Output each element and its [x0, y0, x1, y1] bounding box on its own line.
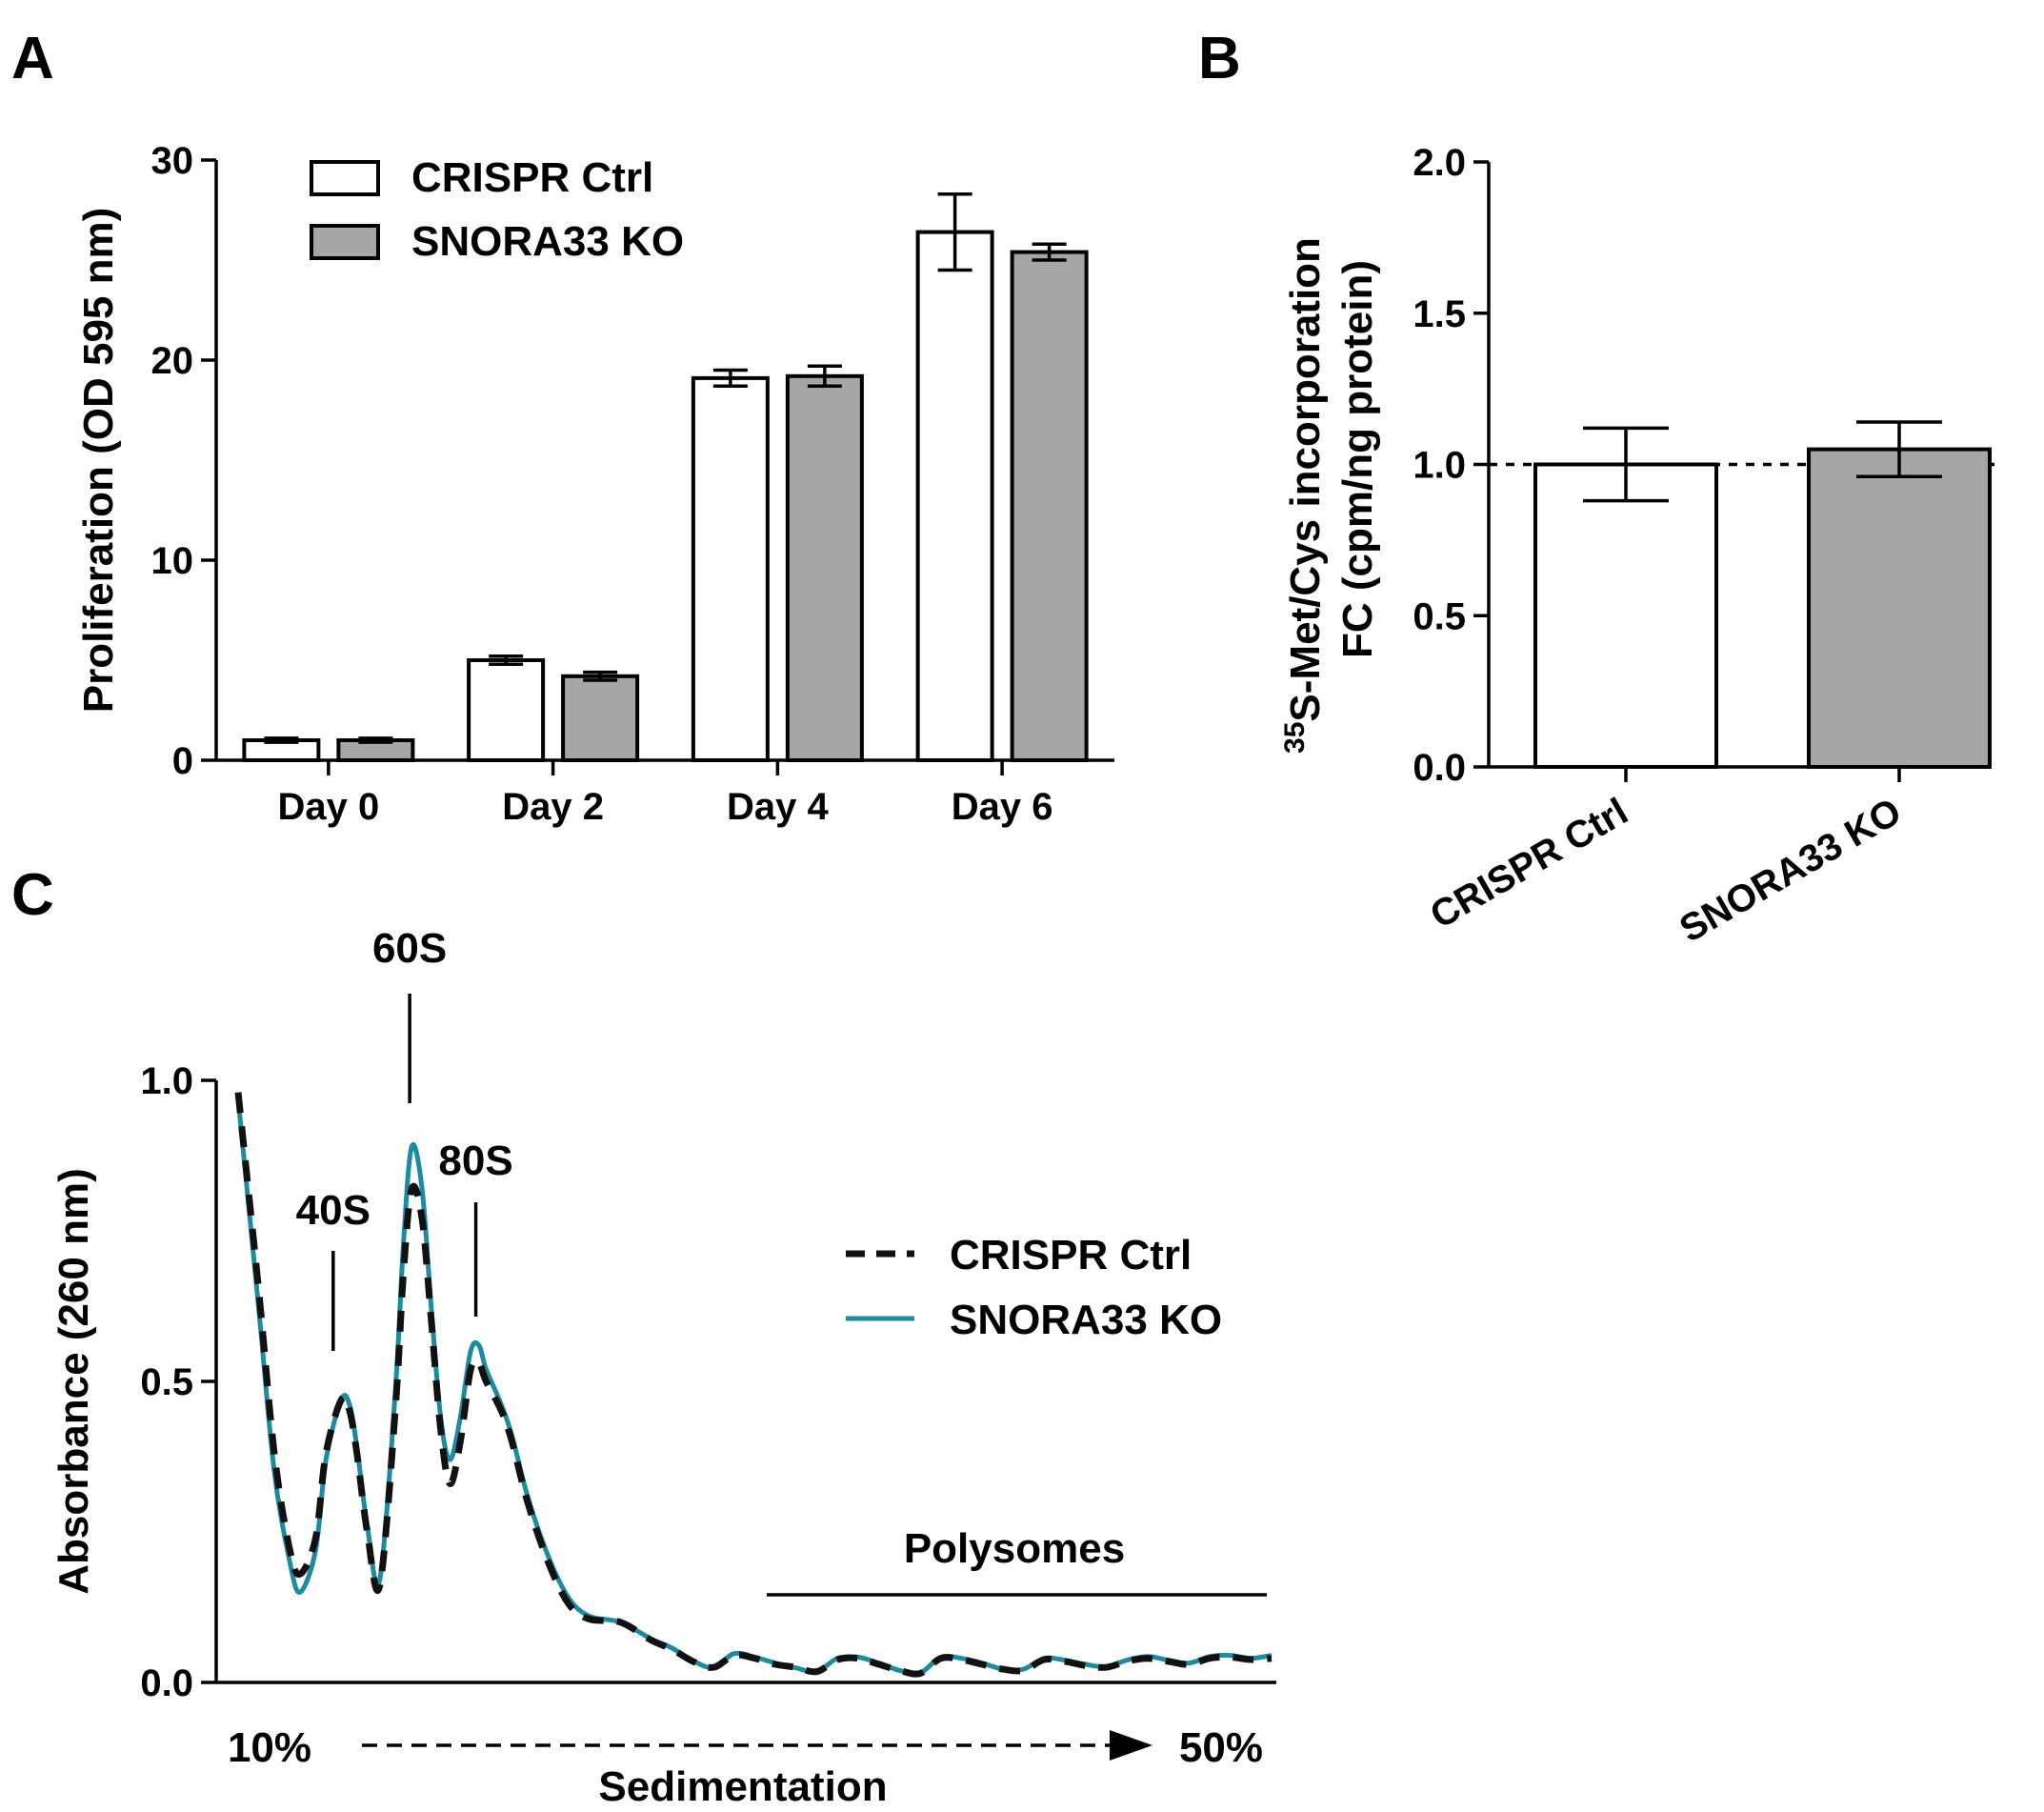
y-tick-label-a: 0 [172, 740, 193, 782]
panel-letter-a: A [11, 26, 54, 91]
panel-letter-c: C [11, 862, 54, 928]
peak-label-c: 60S [372, 925, 447, 972]
bar-a [915, 230, 994, 763]
legend-label-c: CRISPR Ctrl [950, 1232, 1192, 1278]
series-line-c [235, 1097, 1272, 1677]
y-axis-title-b-text: S-Met/Cys incorporation [1282, 237, 1329, 722]
legend-label-a: SNORA33 KO [411, 218, 684, 265]
x-tick-label-a: Day 0 [278, 786, 380, 828]
x-start-label-c: 10% [228, 1724, 311, 1771]
bar-b [1533, 462, 1718, 769]
y-tick-label-b: 1.0 [1413, 445, 1466, 487]
x-tick-label-a: Day 6 [952, 786, 1053, 828]
arrow-head-c [1110, 1730, 1152, 1761]
y-tick-label-c: 0.0 [140, 1662, 193, 1704]
panel-b: 0.0 0.5 1.0 1.5 2.0 CRISPR Ctrl SNORA33 KO 35S-… [1279, 142, 2000, 951]
y-tick-label-b: 0.5 [1413, 595, 1466, 637]
y-tick-label-c: 0.5 [140, 1361, 193, 1403]
panel-c: 0.0 0.5 1.0 40S 60S 80S Polysomes CRISPR Ctrl SN… [50, 925, 1276, 1810]
bar-a [1010, 250, 1089, 763]
y-tick-label-a: 20 [151, 340, 194, 382]
peak-label-c: 80S [438, 1138, 512, 1184]
y-tick-label-c: 1.0 [140, 1060, 193, 1102]
legend-label-a: CRISPR Ctrl [411, 154, 653, 201]
legend-swatch-a [310, 224, 380, 260]
legend-label-c: SNORA33 KO [950, 1297, 1222, 1343]
bar-a [467, 658, 546, 762]
y-axis-title-b-line1: 35S-Met/Cys incorporation [1279, 237, 1329, 754]
y-axis-title-c: Absorbance (260 nm) [50, 1168, 97, 1594]
bar-b [1807, 447, 1992, 769]
y-tick-label-b: 1.5 [1413, 293, 1466, 335]
y-tick-label-b: 0.0 [1413, 747, 1466, 789]
y-axis-title-a: Proliferation (OD 595 nm) [75, 208, 122, 714]
x-tick-label-a: Day 2 [502, 786, 604, 828]
x-tick-label-b: SNORA33 KO [1673, 791, 1908, 951]
bar-a [561, 674, 640, 762]
panel-letter-b: B [1198, 26, 1241, 91]
bar-a [691, 375, 770, 762]
y-tick-label-a: 10 [151, 540, 194, 582]
y-tick-label-a: 30 [151, 140, 194, 182]
y-axis-title-b-superscript: 35 [1279, 722, 1311, 754]
x-tick-label-a: Day 4 [727, 786, 829, 828]
x-tick-label-b: CRISPR Ctrl [1423, 791, 1634, 937]
peak-label-c: 40S [296, 1187, 371, 1234]
x-end-label-c: 50% [1179, 1724, 1263, 1771]
panel-a: 0 10 20 30 Day 0 Day 2 Day 4 Day 6 CRISPR Ctrl SN… [75, 140, 1114, 828]
bar-a [785, 373, 864, 762]
polysome-label-c: Polysomes [904, 1525, 1125, 1572]
series-line-c [234, 1092, 1272, 1678]
y-tick-label-b: 2.0 [1413, 142, 1466, 184]
x-axis-title-c: Sedimentation [598, 1763, 887, 1810]
legend-swatch-a [310, 160, 380, 196]
y-axis-title-b-line2: FC (cpm/ng protein) [1334, 260, 1381, 658]
